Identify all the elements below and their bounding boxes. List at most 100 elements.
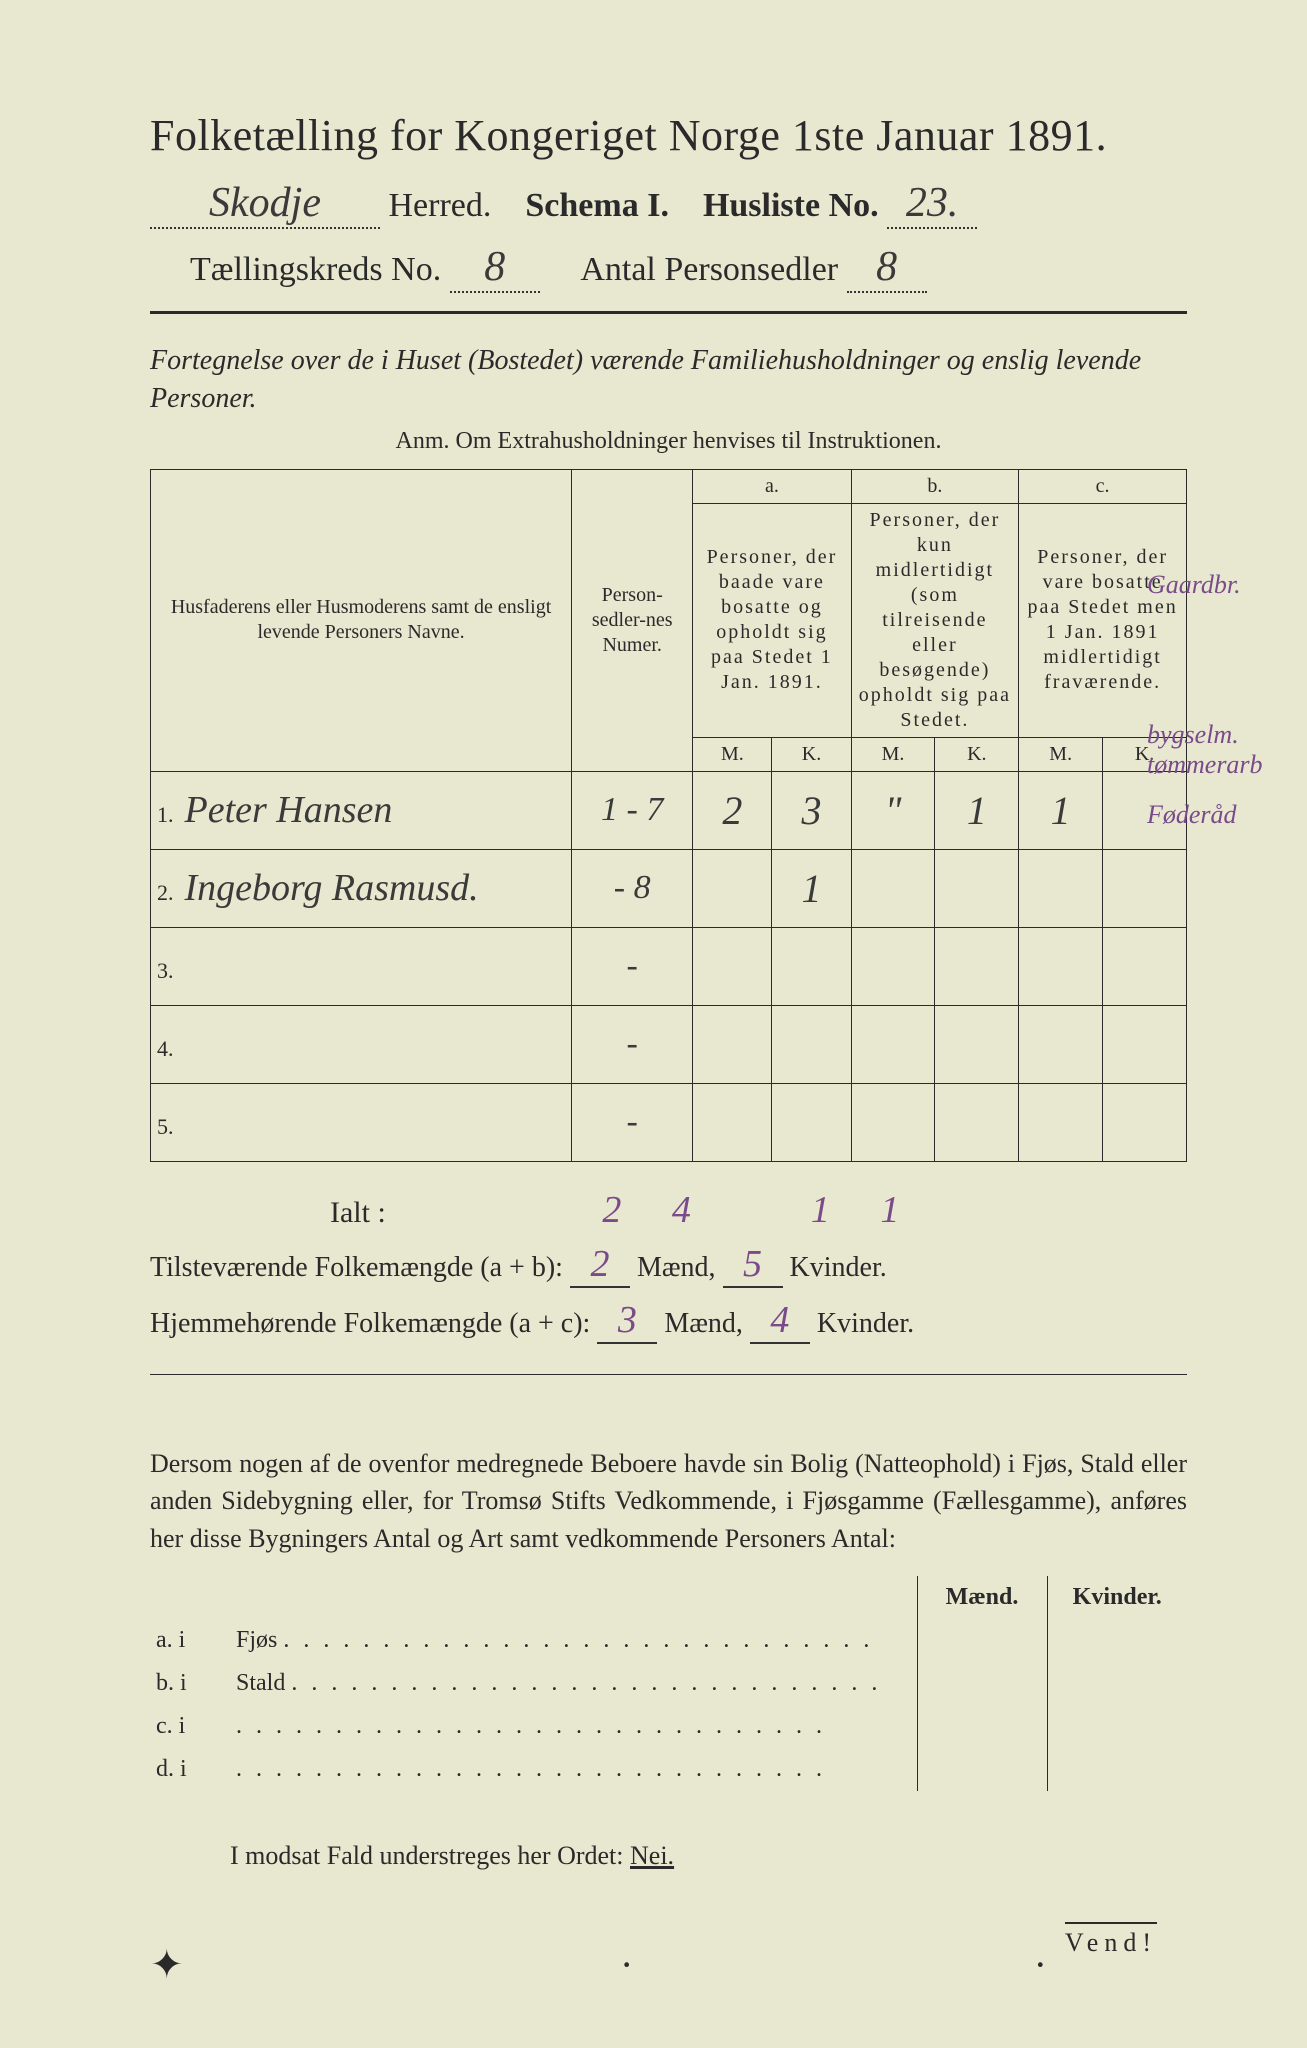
side-row-text: Stald . . . . . . . . . . . . . . . . . … xyxy=(230,1662,917,1705)
kreds-line: Tællingskreds No. 8 Antal Personsedler 8 xyxy=(190,243,1187,293)
ink-mark: · xyxy=(1034,1941,1047,1988)
row-cK xyxy=(1103,1083,1187,1161)
herred-value: Skodje xyxy=(150,179,380,229)
row-aM xyxy=(693,927,772,1005)
col-header-a-label: a. xyxy=(693,469,851,503)
row-aM xyxy=(693,1005,772,1083)
side-row-k xyxy=(1047,1619,1187,1662)
side-row-text: Fjøs . . . . . . . . . . . . . . . . . .… xyxy=(230,1619,917,1662)
side-head-k: Kvinder. xyxy=(1047,1576,1187,1619)
row-cM xyxy=(1019,849,1103,927)
table-row: 4. - xyxy=(151,1005,1187,1083)
side-row: b. iStald . . . . . . . . . . . . . . . … xyxy=(150,1662,1187,1705)
margin-note: Føderåd xyxy=(1147,800,1267,830)
present-k: 5 xyxy=(723,1242,783,1288)
husliste-label: Husliste No. xyxy=(703,187,879,224)
col-header-name: Husfaderens eller Husmoderens samt de en… xyxy=(151,469,572,771)
row-num-cell: - 8 xyxy=(572,849,693,927)
home-label: Hjemmehørende Folkemængde (a + c): xyxy=(150,1308,590,1339)
row-bM: " xyxy=(851,771,935,849)
kreds-label: Tællingskreds No. xyxy=(190,251,441,288)
col-b-k: K. xyxy=(935,737,1019,771)
vend-label: Vend! xyxy=(1065,1922,1157,1958)
side-row-text: . . . . . . . . . . . . . . . . . . . . … xyxy=(230,1748,917,1791)
side-row: c. i . . . . . . . . . . . . . . . . . .… xyxy=(150,1705,1187,1748)
row-name-cell: 1. Peter Hansen xyxy=(151,771,572,849)
home-k: 4 xyxy=(750,1298,810,1344)
row-bK: 1 xyxy=(935,771,1019,849)
census-form-page: Folketælling for Kongeriget Norge 1ste J… xyxy=(0,0,1307,2048)
side-row-label: c. i xyxy=(150,1705,230,1748)
side-row-k xyxy=(1047,1662,1187,1705)
table-row: 5. - xyxy=(151,1083,1187,1161)
side-building-paragraph: Dersom nogen af de ovenfor medregnede Be… xyxy=(150,1445,1187,1558)
side-row: a. iFjøs . . . . . . . . . . . . . . . .… xyxy=(150,1619,1187,1662)
side-building-table: Mænd. Kvinder. a. iFjøs . . . . . . . . … xyxy=(150,1576,1187,1791)
schema-label: Schema I. xyxy=(525,187,669,224)
row-aK: 1 xyxy=(772,849,851,927)
kreds-value: 8 xyxy=(450,243,540,293)
table-row: 2. Ingeborg Rasmusd.- 81 xyxy=(151,849,1187,927)
col-c-m: M. xyxy=(1019,737,1103,771)
table-row: 1. Peter Hansen1 - 723"11 xyxy=(151,771,1187,849)
side-row-text: . . . . . . . . . . . . . . . . . . . . … xyxy=(230,1705,917,1748)
row-aK: 3 xyxy=(772,771,851,849)
form-anm: Anm. Om Extrahusholdninger henvises til … xyxy=(150,428,1187,455)
present-label: Tilsteværende Folkemængde (a + b): xyxy=(150,1252,563,1283)
row-cM xyxy=(1019,927,1103,1005)
side-head-m: Mænd. xyxy=(917,1576,1047,1619)
col-header-num: Person-sedler-nes Numer. xyxy=(572,469,693,771)
side-row-m xyxy=(917,1705,1047,1748)
row-aK xyxy=(772,1005,851,1083)
row-aK xyxy=(772,927,851,1005)
ialt-aK: 4 xyxy=(650,1188,712,1232)
side-row-m xyxy=(917,1748,1047,1791)
margin-note: Gaardbr. xyxy=(1147,570,1267,600)
row-num-cell: - xyxy=(572,1005,693,1083)
divider xyxy=(150,1374,1187,1375)
col-a-k: K. xyxy=(772,737,851,771)
ialt-aM: 2 xyxy=(581,1188,643,1232)
row-cK xyxy=(1103,849,1187,927)
col-header-c: Personer, der vare bosatte paa Stedet me… xyxy=(1019,503,1187,737)
home-m: 3 xyxy=(597,1298,657,1344)
ialt-bK: 1 xyxy=(789,1188,851,1232)
row-aM: 2 xyxy=(693,771,772,849)
col-header-b-label: b. xyxy=(851,469,1019,503)
herred-label: Herred. xyxy=(389,187,492,224)
row-aM xyxy=(693,1083,772,1161)
row-cM: 1 xyxy=(1019,771,1103,849)
side-row-m xyxy=(917,1619,1047,1662)
side-row-m xyxy=(917,1662,1047,1705)
margin-note: bygselm. tømmerarb xyxy=(1147,720,1267,780)
row-cM xyxy=(1019,1083,1103,1161)
row-aM xyxy=(693,849,772,927)
row-bM xyxy=(851,927,935,1005)
row-num-cell: 1 - 7 xyxy=(572,771,693,849)
nei-line: I modsat Fald understreges her Ordet: Ne… xyxy=(230,1841,1187,1871)
herred-line: Skodje Herred. Schema I. Husliste No. 23… xyxy=(150,179,1187,229)
row-name-cell: 4. xyxy=(151,1005,572,1083)
row-bM xyxy=(851,849,935,927)
row-name-cell: 3. xyxy=(151,927,572,1005)
row-bK xyxy=(935,849,1019,927)
table-row: 3. - xyxy=(151,927,1187,1005)
row-cK xyxy=(1103,927,1187,1005)
ink-mark: · xyxy=(620,1941,633,1988)
side-row-label: d. i xyxy=(150,1748,230,1791)
row-name-cell: 5. xyxy=(151,1083,572,1161)
side-row-label: a. i xyxy=(150,1619,230,1662)
divider xyxy=(150,311,1187,314)
page-title: Folketælling for Kongeriget Norge 1ste J… xyxy=(150,110,1187,161)
side-row-label: b. i xyxy=(150,1662,230,1705)
col-header-b: Personer, der kun midlertidigt (som tilr… xyxy=(851,503,1019,737)
side-row-k xyxy=(1047,1748,1187,1791)
row-cK xyxy=(1103,1005,1187,1083)
side-row: d. i . . . . . . . . . . . . . . . . . .… xyxy=(150,1748,1187,1791)
row-bK xyxy=(935,927,1019,1005)
ink-mark: ✦ xyxy=(150,1941,184,1988)
totals-block: Ialt : 2 4 1 1 Tilsteværende Folkemængde… xyxy=(150,1188,1187,1344)
antal-value: 8 xyxy=(847,243,927,293)
row-bK xyxy=(935,1005,1019,1083)
row-bK xyxy=(935,1083,1019,1161)
